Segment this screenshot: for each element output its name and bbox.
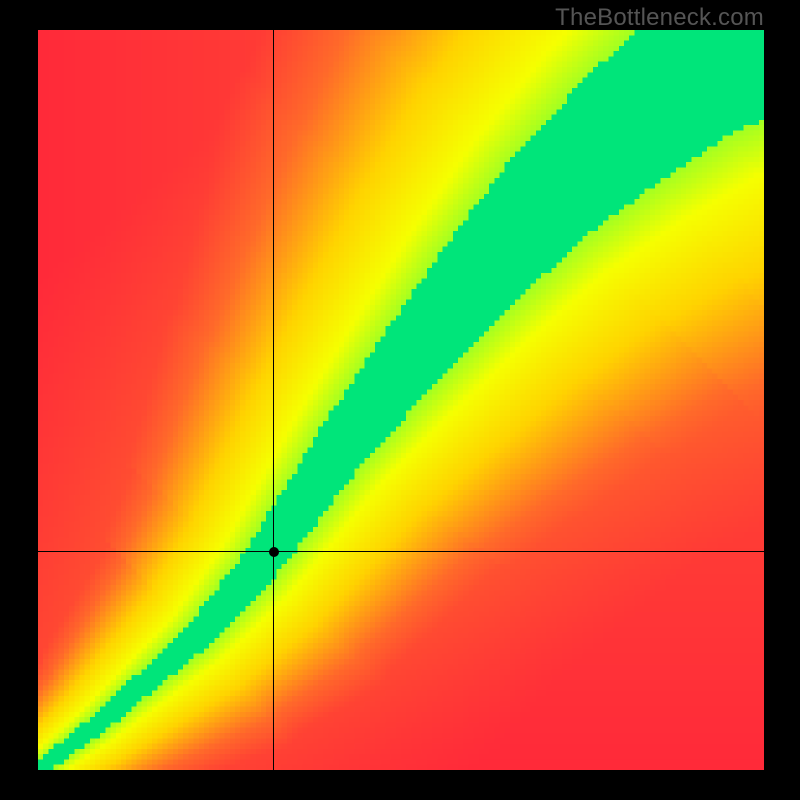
crosshair-vertical	[273, 30, 274, 770]
selection-marker	[269, 547, 279, 557]
watermark-label: TheBottleneck.com	[555, 4, 764, 32]
crosshair-horizontal	[38, 551, 764, 552]
bottleneck-heatmap	[38, 30, 764, 770]
